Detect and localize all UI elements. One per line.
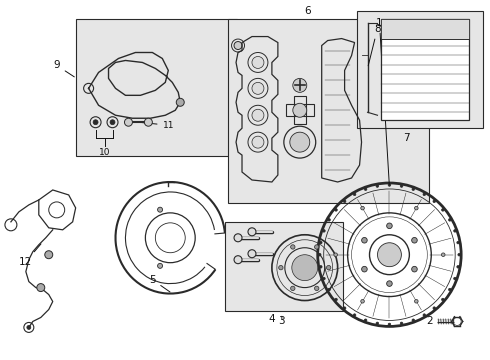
Circle shape: [415, 206, 418, 210]
Circle shape: [433, 200, 436, 203]
Circle shape: [37, 284, 45, 292]
Circle shape: [441, 298, 444, 301]
Circle shape: [290, 132, 310, 152]
Circle shape: [322, 230, 325, 232]
Circle shape: [376, 322, 379, 325]
Circle shape: [248, 250, 256, 258]
Circle shape: [457, 266, 460, 268]
Circle shape: [457, 241, 460, 244]
Circle shape: [176, 98, 184, 106]
Circle shape: [412, 319, 415, 321]
Bar: [382, 19, 469, 39]
Circle shape: [388, 184, 391, 186]
Circle shape: [454, 230, 456, 232]
Circle shape: [93, 120, 98, 125]
Circle shape: [400, 322, 403, 325]
Circle shape: [293, 103, 307, 117]
Circle shape: [377, 243, 401, 267]
Circle shape: [234, 256, 242, 264]
Bar: [357, 11, 483, 128]
Bar: [382, 19, 469, 120]
Circle shape: [335, 298, 337, 301]
Circle shape: [292, 255, 318, 280]
Circle shape: [441, 208, 444, 211]
Circle shape: [387, 281, 392, 287]
Text: 10: 10: [99, 148, 110, 157]
Circle shape: [400, 185, 403, 187]
Circle shape: [252, 57, 264, 68]
Circle shape: [27, 325, 31, 329]
Circle shape: [364, 188, 367, 190]
Circle shape: [124, 118, 132, 126]
Circle shape: [412, 188, 415, 190]
Circle shape: [279, 265, 283, 270]
Text: 2: 2: [426, 316, 433, 327]
Circle shape: [362, 238, 367, 243]
Text: 9: 9: [53, 60, 74, 77]
Circle shape: [145, 118, 152, 126]
Circle shape: [423, 314, 426, 316]
Circle shape: [110, 120, 115, 125]
Text: 1: 1: [376, 18, 389, 184]
Circle shape: [448, 219, 451, 221]
Circle shape: [343, 307, 346, 310]
Circle shape: [353, 193, 356, 195]
Circle shape: [334, 253, 338, 257]
Circle shape: [322, 277, 325, 280]
Circle shape: [315, 286, 319, 291]
Circle shape: [291, 286, 295, 291]
Text: 5: 5: [149, 275, 170, 292]
Circle shape: [376, 185, 379, 187]
Circle shape: [158, 264, 163, 268]
Bar: [75, 19, 237, 156]
Circle shape: [423, 193, 426, 195]
Circle shape: [45, 251, 53, 259]
Circle shape: [387, 223, 392, 229]
Circle shape: [326, 265, 331, 270]
Circle shape: [415, 300, 418, 303]
Bar: [228, 19, 429, 203]
Circle shape: [248, 228, 256, 236]
Circle shape: [412, 238, 417, 243]
Circle shape: [361, 300, 365, 303]
Circle shape: [319, 241, 322, 244]
Circle shape: [319, 266, 322, 268]
Circle shape: [343, 200, 346, 203]
Circle shape: [291, 245, 295, 249]
Circle shape: [353, 314, 356, 316]
Circle shape: [361, 206, 365, 210]
Circle shape: [433, 307, 436, 310]
Circle shape: [293, 78, 307, 92]
Text: 7: 7: [403, 133, 410, 143]
Text: 8: 8: [368, 24, 381, 66]
Circle shape: [335, 208, 337, 211]
Circle shape: [328, 219, 330, 221]
Text: 11: 11: [141, 121, 174, 130]
Text: 6: 6: [304, 6, 311, 15]
Circle shape: [458, 253, 461, 256]
Text: 3: 3: [278, 316, 285, 327]
Text: 12: 12: [19, 244, 41, 267]
Circle shape: [234, 234, 242, 242]
Circle shape: [252, 82, 264, 94]
Circle shape: [328, 288, 330, 291]
Circle shape: [318, 253, 321, 256]
Circle shape: [158, 207, 163, 212]
Circle shape: [252, 136, 264, 148]
Text: 4: 4: [269, 314, 275, 324]
Circle shape: [441, 253, 445, 257]
Bar: [225, 222, 343, 311]
Circle shape: [454, 277, 456, 280]
Circle shape: [252, 109, 264, 121]
Circle shape: [412, 266, 417, 272]
Circle shape: [388, 323, 391, 326]
Circle shape: [234, 41, 242, 50]
Circle shape: [364, 319, 367, 321]
Circle shape: [315, 245, 319, 249]
Circle shape: [448, 288, 451, 291]
Circle shape: [362, 266, 367, 272]
